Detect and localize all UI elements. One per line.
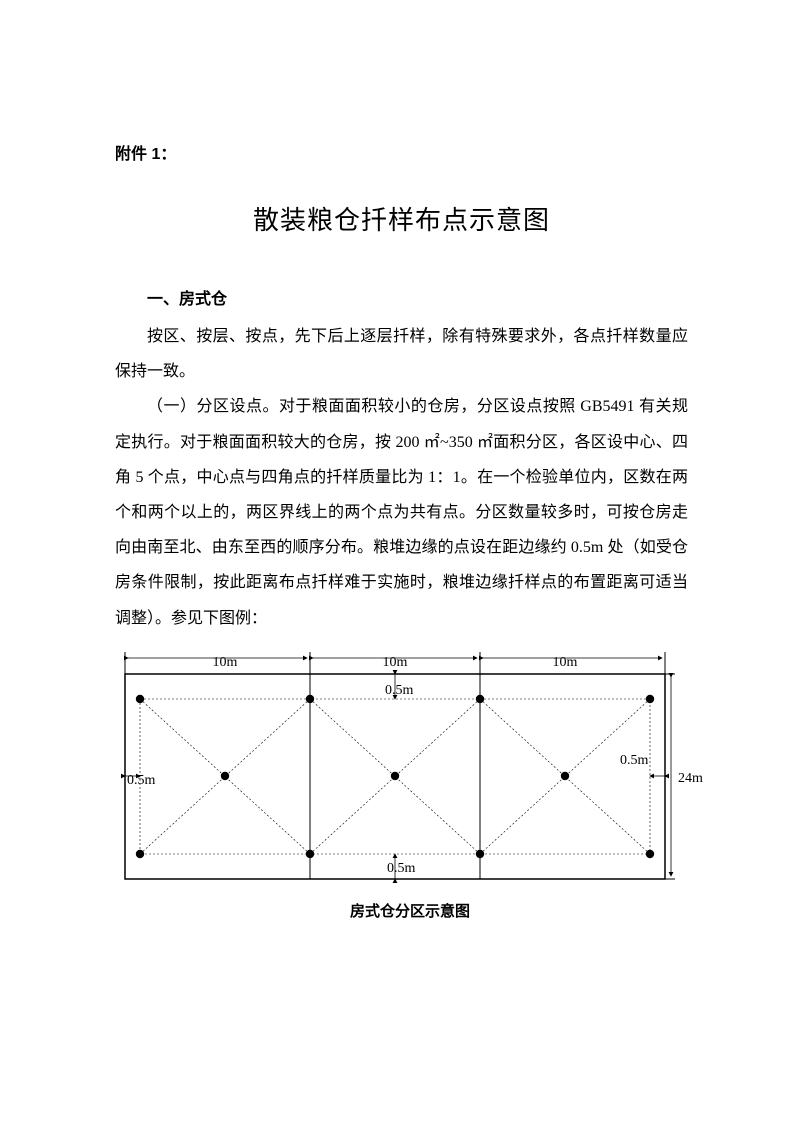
attachment-label: 附件 1： [115, 140, 688, 164]
paragraph-2: （一）分区设点。对于粮面面积较小的仓房，分区设点按照 GB5491 有关规定执行… [115, 389, 688, 635]
svg-text:10m: 10m [213, 655, 238, 670]
svg-text:0.5m: 0.5m [127, 773, 156, 788]
svg-text:24m: 24m [678, 771, 703, 786]
svg-text:0.5m: 0.5m [387, 861, 416, 876]
svg-text:0.5m: 0.5m [620, 753, 649, 768]
svg-text:10m: 10m [383, 655, 408, 670]
diagram-caption: 房式仓分区示意图 [115, 900, 705, 921]
section-1-heading: 一、房式仓 [115, 285, 688, 309]
paragraph-1: 按区、按层、按点，先下后上逐层扦样，除有特殊要求外，各点扦样数量应保持一致。 [115, 319, 688, 389]
diagram-container: 10m 10m 10m 24m 0.5m 0.5m 0.5m 0.5m 房式仓分区示意图 [115, 644, 705, 921]
page-title: 散装粮仓扦样布点示意图 [115, 200, 688, 237]
svg-text:10m: 10m [553, 655, 578, 670]
warehouse-diagram: 10m 10m 10m 24m 0.5m 0.5m 0.5m 0.5m [115, 644, 705, 889]
svg-text:0.5m: 0.5m [385, 683, 414, 698]
